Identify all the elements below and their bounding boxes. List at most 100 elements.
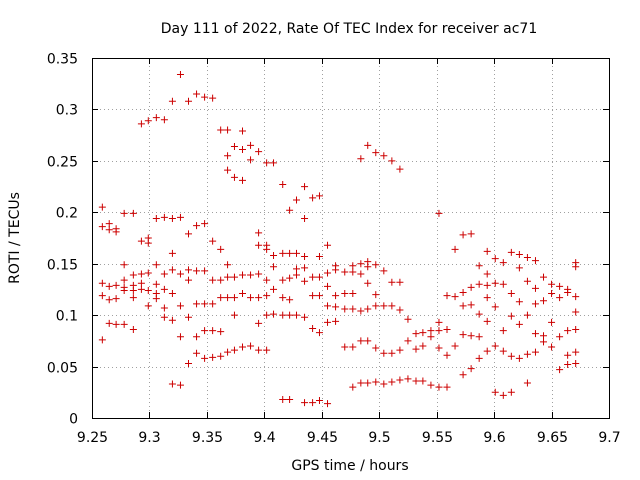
data-point [475, 262, 483, 270]
data-point [483, 247, 491, 255]
data-point [404, 375, 412, 383]
x-tick-label: 9.55 [422, 430, 453, 446]
data-point [301, 253, 309, 261]
y-tick-label: 0.2 [56, 206, 78, 222]
data-point [412, 345, 420, 353]
data-point [523, 311, 531, 319]
data-point [301, 214, 309, 222]
data-point [341, 343, 349, 351]
data-point [531, 284, 539, 292]
data-point [217, 294, 225, 302]
data-point [152, 280, 160, 288]
data-point [349, 290, 357, 298]
data-point [315, 329, 323, 337]
data-point [209, 276, 217, 284]
data-point [309, 194, 317, 202]
tick-labels: 9.25 9.3 9.35 9.4 9.45 9.5 9.55 9.6 9.65 9.7 0 0.05… [47, 52, 621, 447]
data-point [201, 220, 209, 228]
data-point [270, 251, 278, 259]
data-point [357, 379, 365, 387]
data-point [263, 245, 271, 253]
data-point [483, 294, 491, 302]
data-point [160, 313, 168, 321]
data-point [349, 343, 357, 351]
data-point [499, 259, 507, 267]
data-point [230, 311, 238, 319]
data-point [388, 349, 396, 357]
data-point [491, 388, 499, 396]
data-point [572, 263, 580, 271]
data-point [523, 379, 531, 387]
data-point [193, 349, 201, 357]
data-point [224, 166, 232, 174]
data-point [255, 319, 263, 327]
data-point [372, 378, 380, 386]
data-point [230, 273, 238, 281]
data-point [168, 97, 176, 105]
data-point [279, 395, 287, 403]
data-point [105, 319, 113, 327]
data-point [176, 302, 184, 310]
data-point [193, 333, 201, 341]
y-tick-label: 0 [69, 412, 78, 428]
data-point [239, 271, 247, 279]
data-point [176, 213, 184, 221]
data-point [137, 279, 145, 287]
x-tick-label: 9.65 [537, 430, 568, 446]
data-point [224, 273, 232, 281]
data-point [507, 388, 515, 396]
data-point [286, 206, 294, 214]
data-point [349, 305, 357, 313]
data-point [540, 332, 548, 340]
data-point [523, 350, 531, 358]
data-point [451, 245, 459, 253]
data-point [224, 126, 232, 134]
data-point [185, 359, 193, 367]
data-point [515, 320, 523, 328]
data-point [357, 337, 365, 345]
data-point [270, 285, 278, 293]
data-point [324, 241, 332, 249]
data-point [217, 276, 225, 284]
data-point [548, 280, 556, 288]
data-point [427, 381, 435, 389]
data-point [209, 327, 217, 335]
data-point [230, 142, 238, 150]
data-point [201, 93, 209, 101]
data-point [168, 380, 176, 388]
data-point [451, 293, 459, 301]
data-point [540, 338, 548, 346]
data-point [217, 328, 225, 336]
x-tick-label: 9.35 [192, 430, 223, 446]
data-point [224, 261, 232, 269]
data-point [499, 347, 507, 355]
data-point [176, 381, 184, 389]
data-point [515, 354, 523, 362]
data-point [372, 261, 380, 269]
data-point [98, 223, 106, 231]
data-point [193, 90, 201, 98]
data-point [572, 326, 580, 334]
data-point [293, 265, 301, 273]
data-point [491, 279, 499, 287]
data-point [349, 262, 357, 270]
data-point [98, 292, 106, 300]
data-point [491, 303, 499, 311]
x-axis-label: GPS time / hours [291, 458, 408, 474]
data-point [255, 241, 263, 249]
data-point [112, 295, 120, 303]
data-point [144, 269, 152, 277]
data-point [572, 293, 580, 301]
data-point [324, 318, 332, 326]
data-point [364, 305, 372, 313]
data-point [332, 317, 340, 325]
data-point [129, 326, 137, 334]
data-point [279, 311, 287, 319]
data-point [380, 302, 388, 310]
data-point [152, 214, 160, 222]
data-point [380, 349, 388, 357]
y-tick-label: 0.35 [47, 52, 78, 68]
x-tick-label: 9.25 [77, 430, 108, 446]
data-point [324, 269, 332, 277]
data-point [255, 294, 263, 302]
